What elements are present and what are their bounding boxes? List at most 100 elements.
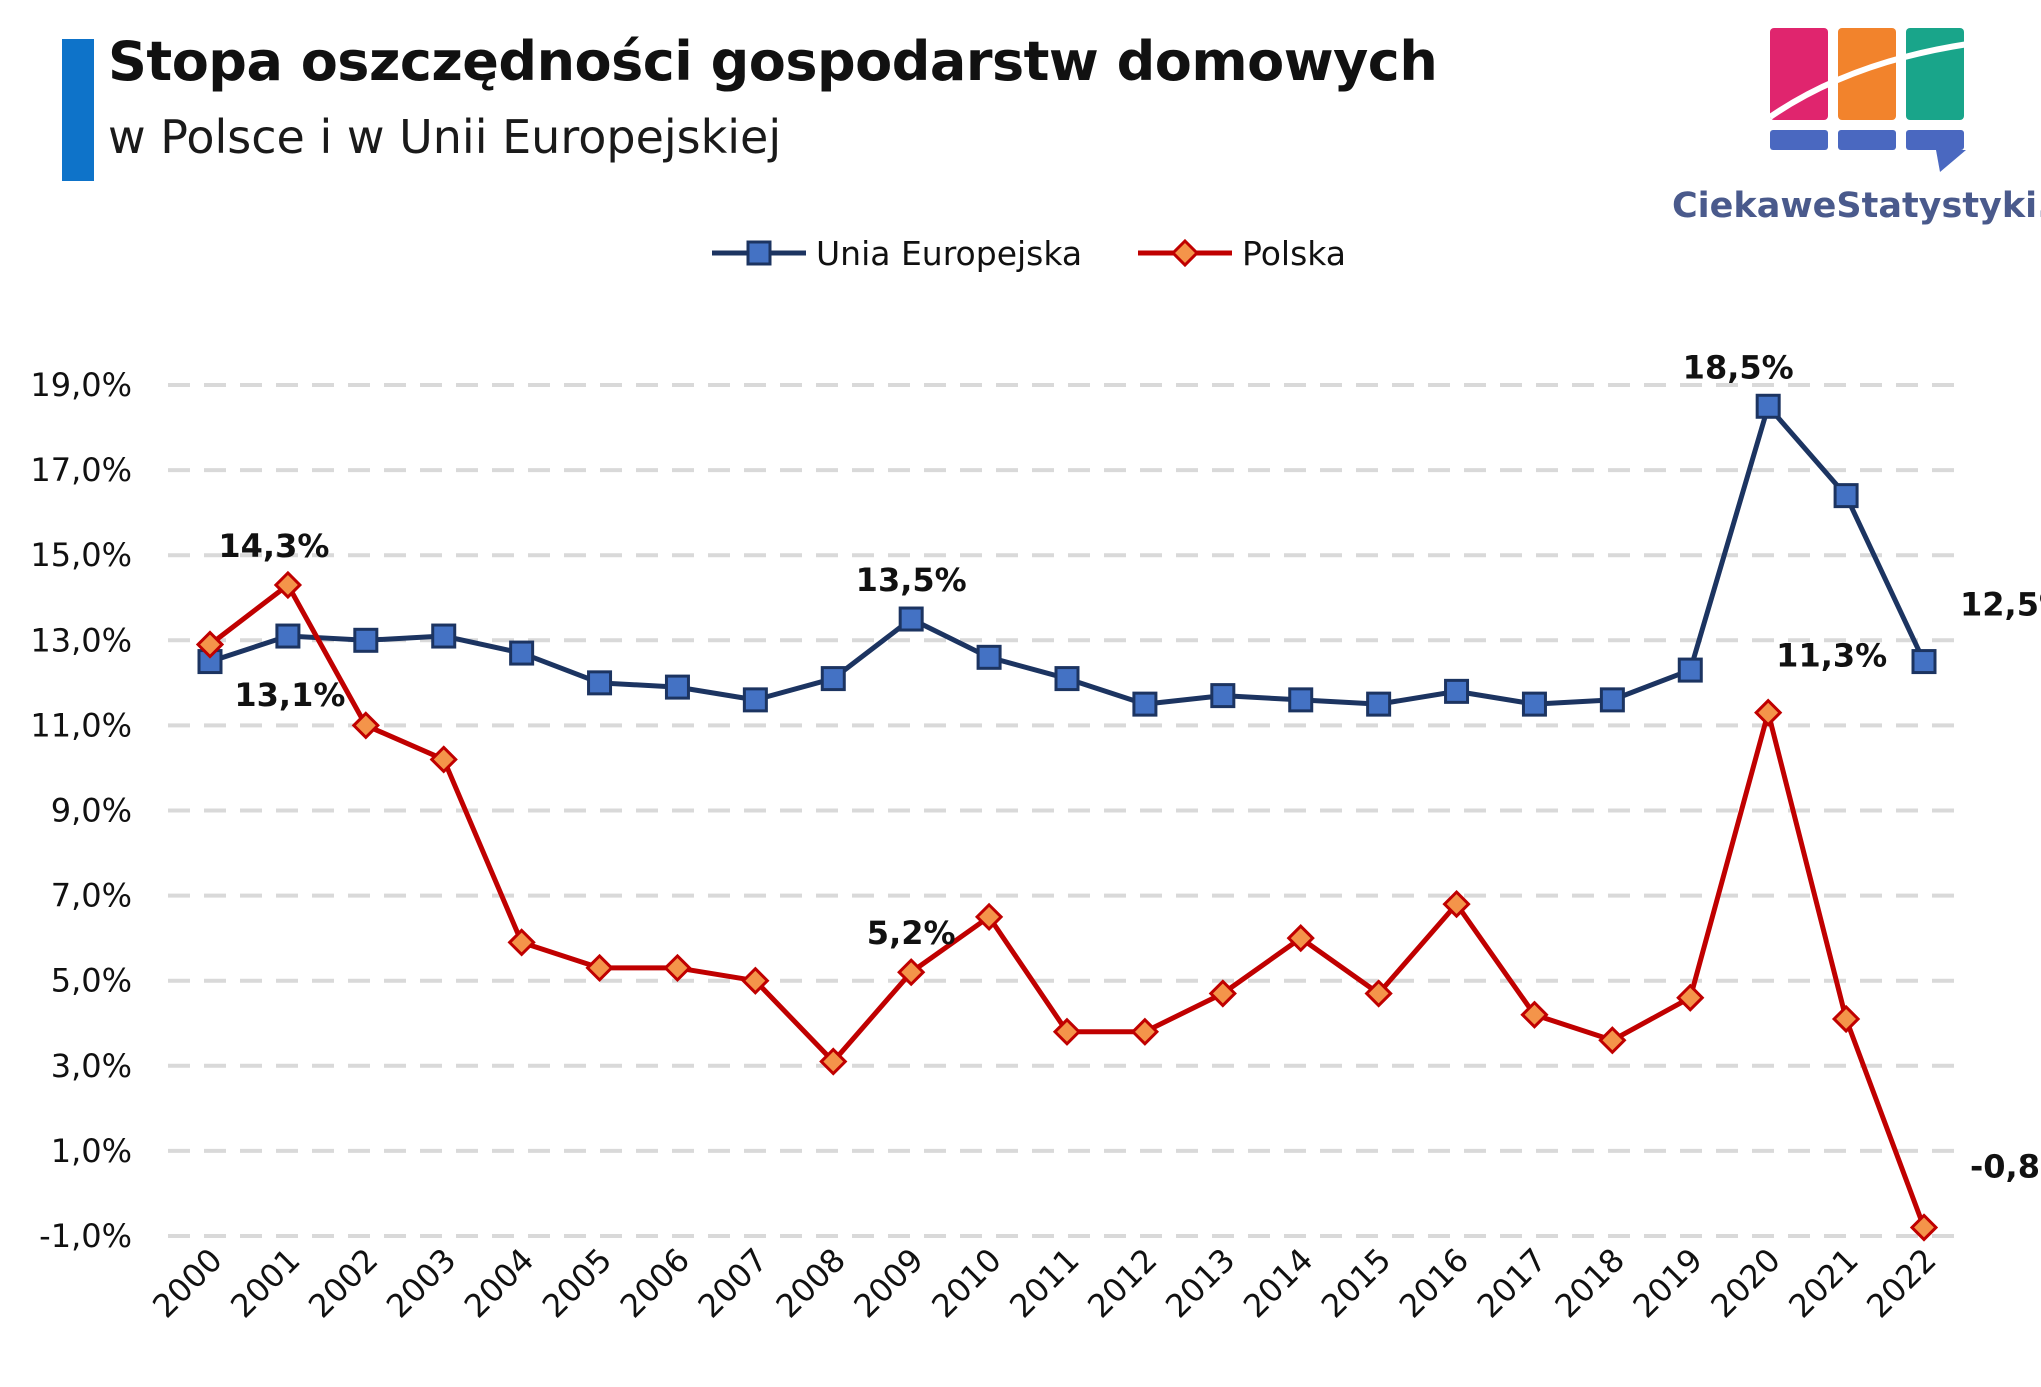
data-point [741, 966, 770, 995]
y-tick-label: 19,0% [30, 366, 132, 404]
data-label: 18,5% [1683, 348, 1794, 386]
data-point [1755, 393, 1781, 419]
x-tick-label: 2012 [1080, 1241, 1164, 1325]
x-tick-label: 2004 [457, 1241, 541, 1325]
data-point [663, 953, 692, 983]
data-point [897, 958, 926, 987]
data-point [1598, 1026, 1627, 1055]
data-point [273, 570, 303, 600]
x-tick-label: 2002 [301, 1241, 385, 1325]
x-tick-label: 2001 [223, 1241, 307, 1325]
data-point [1599, 687, 1625, 713]
data-label: -0,8% [1970, 1147, 2041, 1185]
legend-marker [1170, 238, 1200, 268]
data-point [1054, 666, 1080, 692]
y-axis-ticks: -1,0% 1,0% 3,0% 5,0% 7,0% 9,0% 11,0% 13,0% 15,0%… [30, 366, 132, 1255]
legend-marker [746, 240, 772, 266]
data-point [1288, 687, 1314, 713]
y-tick-label: 11,0% [30, 706, 132, 744]
data-point [1677, 657, 1703, 683]
x-tick-label: 2000 [145, 1241, 229, 1325]
data-label: 14,3% [218, 527, 329, 565]
title-accent-bar [62, 39, 94, 181]
x-tick-label: 2020 [1703, 1241, 1787, 1325]
y-tick-label: 1,0% [51, 1132, 132, 1170]
x-tick-label: 2013 [1158, 1241, 1242, 1325]
data-point [1132, 691, 1158, 717]
legend-label: Unia Europejska [816, 234, 1082, 273]
data-label: 13,5% [856, 561, 967, 599]
data-point [1911, 649, 1937, 675]
data-point [742, 687, 768, 713]
legend: Unia Europejska Polska [712, 234, 1346, 273]
data-point [1444, 678, 1470, 704]
logo-icon [1768, 28, 1969, 172]
data-point [195, 630, 225, 659]
data-point [1909, 1213, 1939, 1242]
series-lines [195, 393, 1939, 1242]
y-tick-label: 7,0% [51, 877, 132, 915]
data-point [587, 670, 613, 696]
data-label: 11,3% [1776, 637, 1887, 675]
data-point [275, 623, 301, 649]
y-tick-label: 5,0% [51, 962, 132, 1000]
y-tick-label: 3,0% [51, 1047, 132, 1085]
data-point [1286, 924, 1315, 953]
x-tick-label: 2015 [1314, 1241, 1398, 1325]
x-tick-label: 2011 [1002, 1241, 1086, 1325]
x-tick-label: 2018 [1548, 1241, 1632, 1325]
data-point [1364, 979, 1393, 1008]
chart-title: Stopa oszczędności gospodarstw domowych [108, 30, 1438, 93]
x-tick-label: 2022 [1859, 1241, 1943, 1325]
x-tick-label: 2021 [1781, 1241, 1865, 1325]
x-tick-label: 2007 [691, 1241, 775, 1325]
x-tick-label: 2017 [1470, 1241, 1554, 1325]
x-tick-label: 2009 [846, 1241, 930, 1325]
x-tick-label: 2003 [379, 1241, 463, 1325]
y-tick-label: -1,0% [39, 1217, 132, 1255]
y-tick-label: 17,0% [30, 451, 132, 489]
data-point [1130, 1017, 1160, 1046]
data-point [976, 644, 1002, 670]
data-point [1442, 889, 1471, 919]
y-tick-label: 9,0% [51, 792, 132, 830]
data-point [664, 674, 690, 700]
data-label: 5,2% [867, 914, 956, 952]
data-point [1210, 683, 1236, 709]
data-point [507, 928, 536, 957]
data-point [1208, 979, 1237, 1008]
data-point [1833, 483, 1859, 509]
logo-text: CiekaweStatystyki.pl [1672, 186, 2041, 226]
x-tick-label: 2005 [535, 1241, 619, 1325]
data-point [1676, 983, 1705, 1012]
data-point [353, 627, 379, 653]
data-point [1366, 691, 1392, 717]
data-point [1521, 691, 1547, 717]
data-point [1754, 698, 1783, 727]
data-point [898, 606, 924, 632]
y-tick-label: 15,0% [30, 536, 132, 574]
data-point [819, 1047, 848, 1076]
data-point [1831, 1004, 1861, 1034]
x-tick-label: 2010 [924, 1241, 1008, 1325]
x-tick-label: 2014 [1236, 1241, 1320, 1325]
x-tick-label: 2006 [613, 1241, 697, 1325]
y-tick-label: 13,0% [30, 621, 132, 659]
x-axis-ticks: 2000200120022003200420052006200720082009… [145, 1241, 1943, 1325]
x-tick-label: 2008 [768, 1241, 852, 1325]
data-point [820, 666, 846, 692]
data-point [429, 745, 458, 774]
data-point [974, 902, 1004, 931]
data-point [585, 953, 614, 983]
data-label: 13,1% [234, 676, 345, 714]
data-labels: 14,3% 13,1% 13,5% 5,2% 18,5% 11,3% 12,5% -0,8% [218, 348, 2041, 1185]
chart-subtitle: w Polsce i w Unii Europejskiej [108, 110, 782, 164]
data-point [351, 711, 380, 740]
data-point [431, 623, 457, 649]
data-label: 12,5% [1960, 586, 2041, 624]
x-tick-label: 2016 [1392, 1241, 1476, 1325]
gridlines [168, 383, 1962, 1238]
x-tick-label: 2019 [1625, 1241, 1709, 1325]
data-point [1520, 1000, 1549, 1029]
